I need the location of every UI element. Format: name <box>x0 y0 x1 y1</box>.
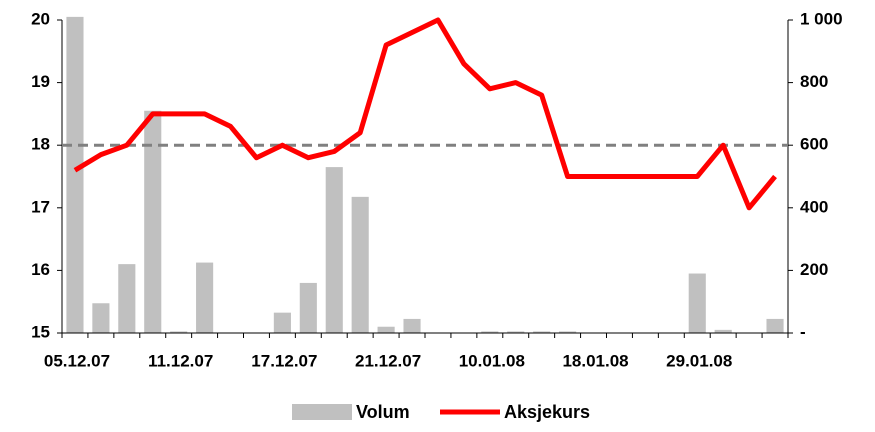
bar <box>273 312 291 333</box>
bar <box>714 329 732 333</box>
bar <box>299 282 317 333</box>
line <box>73 17 777 211</box>
y2-tick-label: 800 <box>800 72 828 91</box>
y2-tick-label: 200 <box>800 260 828 279</box>
x-tick-label: 21.12.07 <box>355 351 421 370</box>
bar <box>481 331 499 333</box>
bar <box>507 331 525 333</box>
bar <box>559 331 577 333</box>
y-tick-label: 15 <box>31 322 50 341</box>
x-tick-label: 18.01.08 <box>562 351 628 370</box>
bar <box>144 110 162 334</box>
legend-label: Aksjekurs <box>504 402 590 422</box>
bar <box>66 16 84 334</box>
y2-tick-label: 1 000 <box>800 9 843 28</box>
bar <box>377 326 395 333</box>
x-tick-label: 29.01.08 <box>666 351 732 370</box>
y2-tick-label: 400 <box>800 197 828 216</box>
bar <box>688 273 706 333</box>
bar <box>403 318 421 333</box>
bar <box>533 331 551 333</box>
y2-tick-label: 600 <box>800 135 828 154</box>
bar <box>351 196 369 333</box>
bar <box>196 262 214 333</box>
legend-swatch <box>292 404 352 420</box>
bar <box>92 303 110 333</box>
x-tick-label: 10.01.08 <box>459 351 525 370</box>
bar <box>766 318 784 333</box>
y-tick-label: 16 <box>31 260 50 279</box>
x-tick-label: 05.12.07 <box>44 351 110 370</box>
y-tick-label: 20 <box>31 9 50 28</box>
y-tick-label: 17 <box>31 197 50 216</box>
y-tick-label: 19 <box>31 72 50 91</box>
y-tick-label: 18 <box>31 135 50 154</box>
x-tick-label: 11.12.07 <box>148 351 213 370</box>
y2-tick-label: - <box>800 322 806 341</box>
bar <box>118 264 136 333</box>
legend-label: Volum <box>356 402 410 422</box>
x-tick-label: 17.12.07 <box>251 351 317 370</box>
bar <box>170 331 188 333</box>
bar <box>325 167 343 333</box>
